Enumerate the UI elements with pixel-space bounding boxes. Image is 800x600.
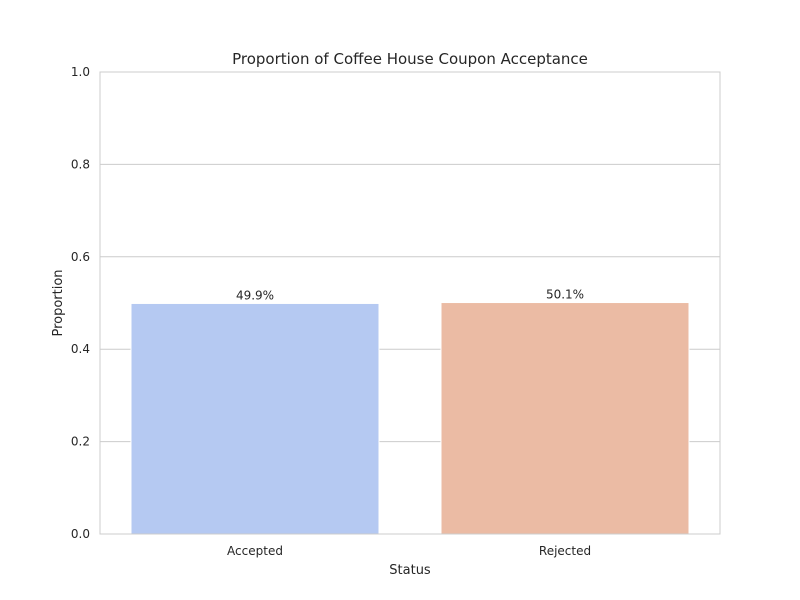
bar-rejected (440, 302, 690, 535)
data-label: 50.1% (546, 288, 584, 302)
bars (130, 302, 690, 535)
data-labels: 49.9% 50.1% (236, 288, 584, 303)
y-tick-label: 1.0 (71, 65, 90, 79)
x-axis-ticks: Accepted Rejected (227, 544, 591, 558)
x-tick-label: Accepted (227, 544, 283, 558)
y-axis-ticks: 0.0 0.2 0.4 0.6 0.8 1.0 (71, 65, 90, 541)
y-axis-label: Proportion (51, 269, 66, 336)
x-tick-label: Rejected (539, 544, 591, 558)
bar-accepted (130, 302, 380, 535)
plot-frame (99, 71, 721, 535)
y-tick-label: 0.0 (71, 527, 90, 541)
chart-title: Proportion of Coffee House Coupon Accept… (232, 50, 588, 68)
x-axis-label: Status (389, 563, 431, 578)
y-tick-label: 0.8 (71, 157, 90, 171)
data-label: 49.9% (236, 288, 274, 302)
y-tick-label: 0.2 (71, 435, 90, 449)
y-tick-label: 0.4 (71, 342, 90, 356)
y-tick-label: 0.6 (71, 250, 90, 264)
